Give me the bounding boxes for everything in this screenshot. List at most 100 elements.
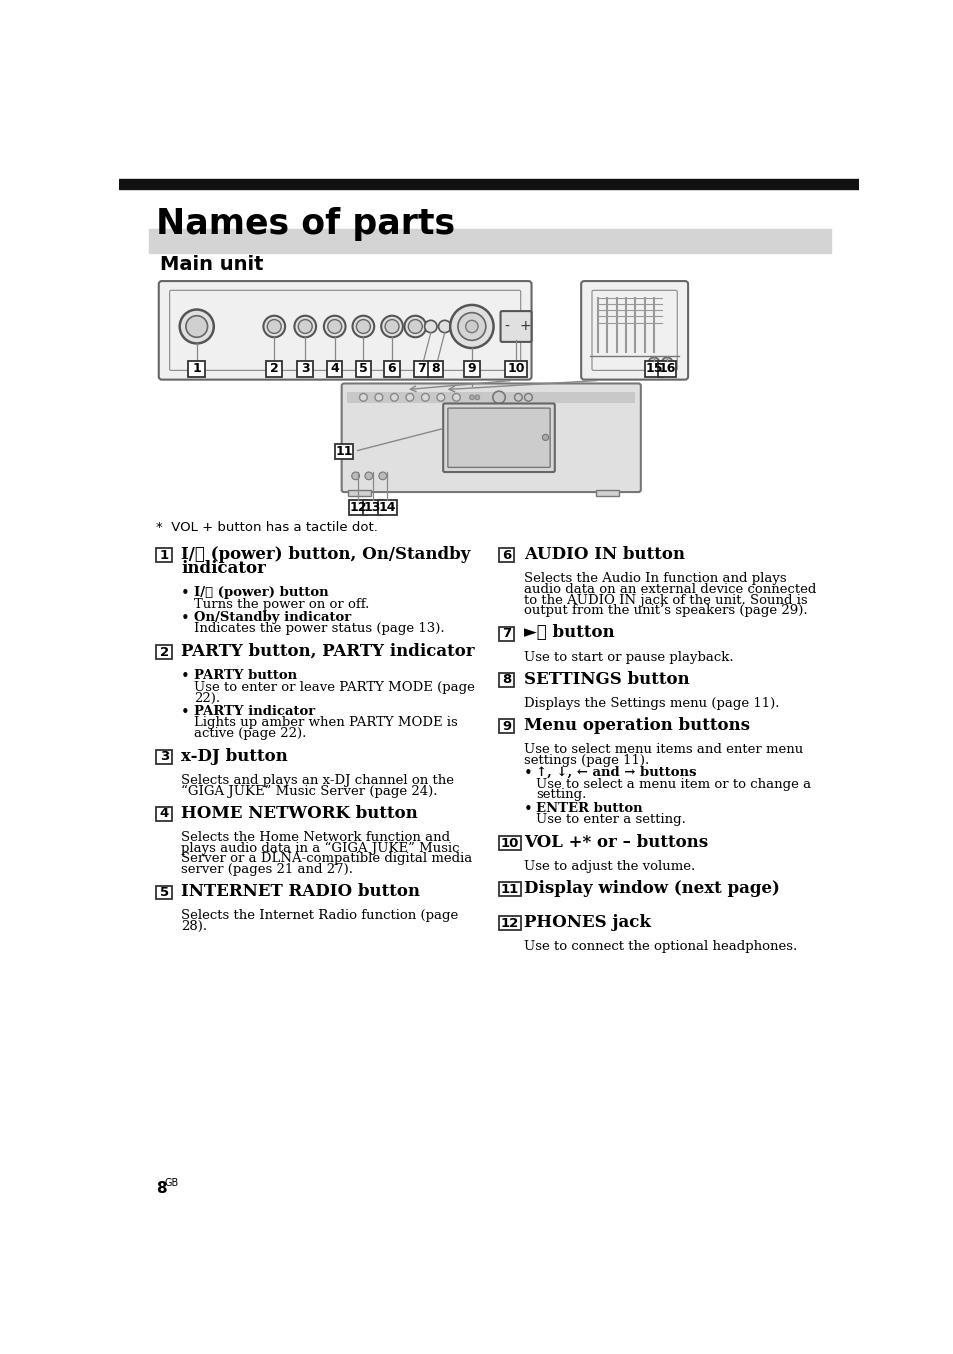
Bar <box>377 500 396 515</box>
Text: •: • <box>523 802 532 816</box>
Text: 14: 14 <box>378 501 395 515</box>
Text: 16: 16 <box>658 363 675 375</box>
Text: 8: 8 <box>156 1181 167 1196</box>
Bar <box>156 750 172 764</box>
Text: •: • <box>523 766 532 781</box>
Text: Displays the Settings menu (page 11).: Displays the Settings menu (page 11). <box>523 697 779 709</box>
Text: 1: 1 <box>193 363 201 375</box>
Text: 8: 8 <box>431 363 439 375</box>
Text: settings (page 11).: settings (page 11). <box>523 754 648 766</box>
Text: setting.: setting. <box>536 788 586 802</box>
Text: Use to connect the optional headphones.: Use to connect the optional headphones. <box>523 940 796 953</box>
Text: Main unit: Main unit <box>159 255 263 274</box>
Text: 6: 6 <box>387 363 395 375</box>
Bar <box>348 500 367 515</box>
Text: 2: 2 <box>270 363 278 375</box>
Bar <box>156 548 172 562</box>
Circle shape <box>421 394 429 401</box>
Bar <box>505 362 526 376</box>
Circle shape <box>469 395 474 399</box>
Text: Display window (next page): Display window (next page) <box>523 880 779 898</box>
Circle shape <box>294 315 315 337</box>
Text: 13: 13 <box>364 501 381 515</box>
Circle shape <box>524 394 532 401</box>
Text: 22).: 22). <box>193 692 219 704</box>
Bar <box>658 362 676 376</box>
Bar <box>384 362 399 376</box>
Bar <box>149 229 830 253</box>
Text: Use to enter a setting.: Use to enter a setting. <box>536 814 685 826</box>
Text: to the AUDIO IN jack of the unit. Sound is: to the AUDIO IN jack of the unit. Sound … <box>523 593 806 607</box>
Circle shape <box>436 394 444 401</box>
FancyBboxPatch shape <box>443 403 555 473</box>
Text: 28).: 28). <box>181 921 207 933</box>
Circle shape <box>267 320 281 333</box>
Text: 9: 9 <box>501 719 511 733</box>
FancyBboxPatch shape <box>500 311 531 343</box>
Circle shape <box>298 320 312 333</box>
Circle shape <box>475 395 479 399</box>
Circle shape <box>381 315 402 337</box>
Circle shape <box>514 394 521 401</box>
Circle shape <box>352 473 359 479</box>
Bar <box>498 883 520 896</box>
Bar <box>188 362 205 376</box>
Text: Selects the Home Network function and: Selects the Home Network function and <box>181 831 450 844</box>
Text: Use to start or pause playback.: Use to start or pause playback. <box>523 651 733 663</box>
Bar <box>498 837 520 850</box>
Text: 11: 11 <box>335 444 353 458</box>
Bar <box>327 362 342 376</box>
Text: Use to enter or leave PARTY MODE (page: Use to enter or leave PARTY MODE (page <box>193 681 474 693</box>
Text: Selects and plays an x-DJ channel on the: Selects and plays an x-DJ channel on the <box>181 774 454 787</box>
Text: Server or a DLNA-compatible digital media: Server or a DLNA-compatible digital medi… <box>181 853 472 865</box>
Circle shape <box>323 315 345 337</box>
Text: PARTY button, PARTY indicator: PARTY button, PARTY indicator <box>181 643 475 659</box>
Bar <box>498 627 514 640</box>
Text: 12: 12 <box>500 917 518 930</box>
Text: 12: 12 <box>349 501 366 515</box>
Bar <box>335 444 353 459</box>
Text: 5: 5 <box>358 363 367 375</box>
Circle shape <box>542 435 548 440</box>
Text: Use to select menu items and enter menu: Use to select menu items and enter menu <box>523 743 802 756</box>
Text: INTERNET RADIO button: INTERNET RADIO button <box>181 883 420 900</box>
Text: VOL +* or – buttons: VOL +* or – buttons <box>523 834 707 850</box>
Circle shape <box>424 321 436 333</box>
Text: Use to adjust the volume.: Use to adjust the volume. <box>523 860 695 873</box>
FancyBboxPatch shape <box>447 408 550 467</box>
Circle shape <box>378 473 386 479</box>
Text: 5: 5 <box>159 886 169 899</box>
FancyBboxPatch shape <box>341 383 640 492</box>
Text: ENTER button: ENTER button <box>536 802 642 815</box>
Text: 15: 15 <box>644 363 662 375</box>
FancyBboxPatch shape <box>580 282 687 379</box>
Text: “GIGA JUKE” Music Server (page 24).: “GIGA JUKE” Music Server (page 24). <box>181 784 437 798</box>
Circle shape <box>385 320 398 333</box>
Bar <box>644 362 662 376</box>
Text: 11: 11 <box>500 883 518 896</box>
Text: 10: 10 <box>507 363 524 375</box>
Circle shape <box>465 321 477 333</box>
Text: 9: 9 <box>467 363 476 375</box>
Bar <box>347 391 635 402</box>
Text: •: • <box>181 669 190 684</box>
Text: plays audio data in a “GIGA JUKE” Music: plays audio data in a “GIGA JUKE” Music <box>181 842 459 854</box>
Circle shape <box>648 357 659 368</box>
Text: Turns the power on or off.: Turns the power on or off. <box>193 597 369 611</box>
Bar <box>498 548 514 562</box>
Text: -: - <box>504 320 509 333</box>
Text: 10: 10 <box>500 837 518 850</box>
Text: PARTY button: PARTY button <box>193 669 296 682</box>
Text: 1: 1 <box>159 548 169 562</box>
Text: 4: 4 <box>330 363 338 375</box>
Bar <box>498 719 514 733</box>
Text: Indicates the power status (page 13).: Indicates the power status (page 13). <box>193 623 444 635</box>
Text: indicator: indicator <box>181 559 266 577</box>
Text: GB: GB <box>164 1178 178 1189</box>
Bar <box>414 362 429 376</box>
Circle shape <box>359 394 367 401</box>
Bar <box>427 362 443 376</box>
Circle shape <box>404 315 426 337</box>
Circle shape <box>390 394 397 401</box>
Circle shape <box>365 473 373 479</box>
